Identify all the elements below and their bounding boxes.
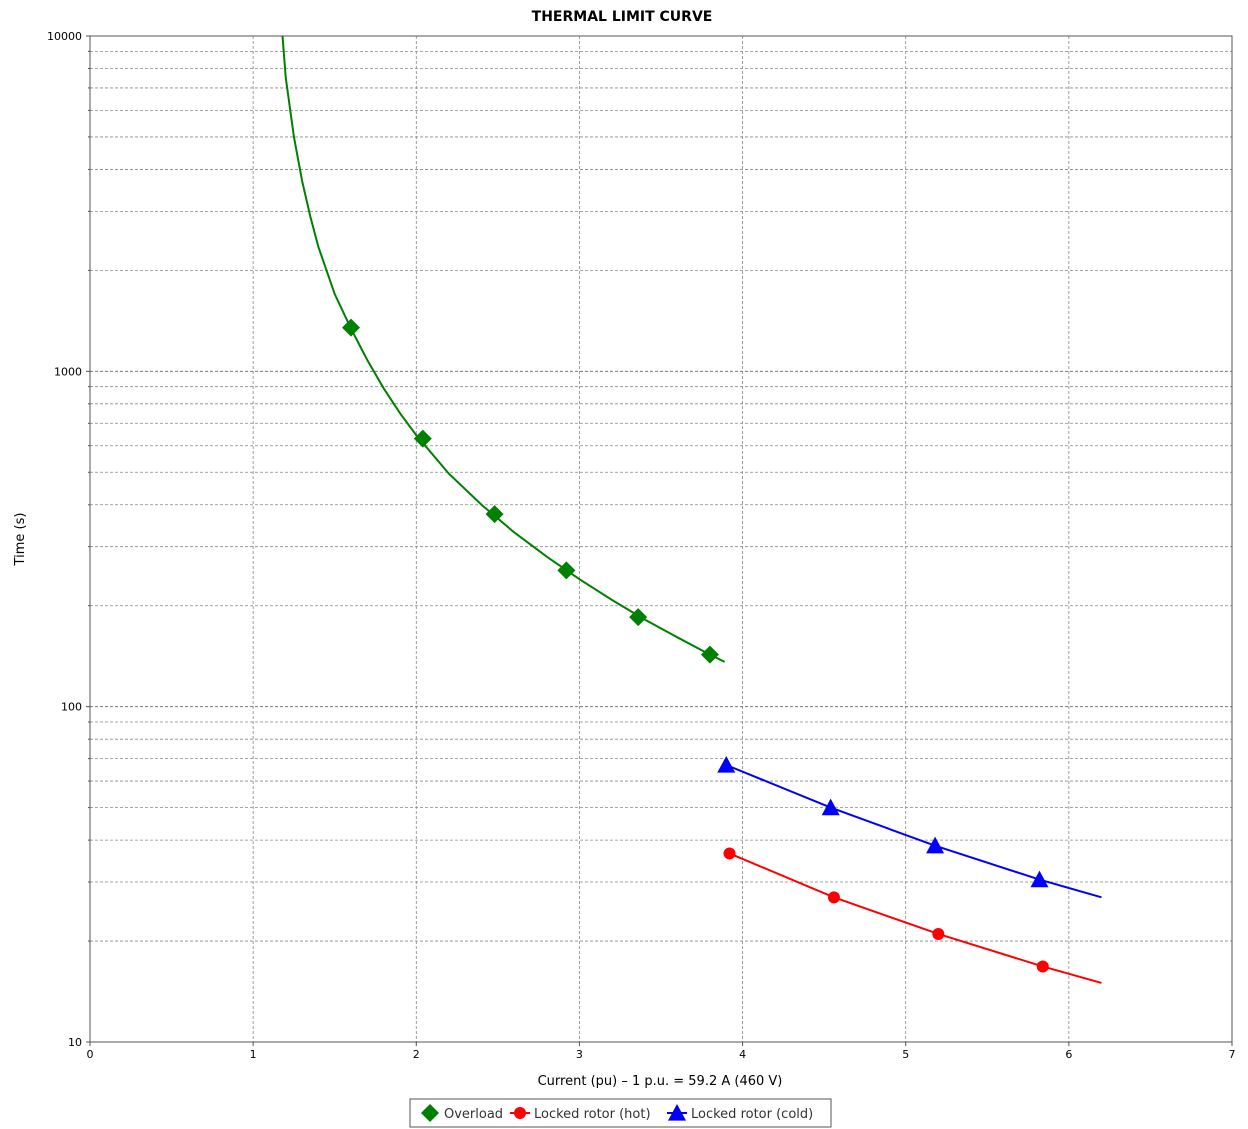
legend: Overload Locked rotor (hot) Locked rotor (…	[409, 1098, 832, 1128]
chart-title: THERMAL LIMIT CURVE	[532, 9, 713, 25]
legend-marker-overload	[421, 1104, 439, 1122]
series-line-locked-rotor-cold	[725, 764, 1102, 899]
data-point-locked-rotor-cold	[926, 836, 945, 854]
plot-frame	[89, 35, 1233, 1043]
data-point-overload	[413, 429, 432, 448]
grid-lines	[90, 36, 1232, 1042]
data-point-locked-rotor-hot	[723, 847, 736, 860]
data-point-locked-rotor-cold	[821, 798, 840, 816]
data-point-locked-rotor-hot	[827, 891, 840, 904]
legend-box	[409, 1098, 832, 1128]
series-locked-rotor-hot	[723, 847, 1102, 984]
series-locked-rotor-cold	[717, 755, 1102, 899]
data-point-locked-rotor-hot	[932, 927, 945, 940]
data-point-overload	[700, 645, 719, 664]
legend-label-locked-rotor-hot: Locked rotor (hot)	[534, 1107, 651, 1122]
legend-label-locked-rotor-cold: Locked rotor (cold)	[691, 1107, 813, 1122]
series-layer	[281, 35, 1102, 984]
x-tick-label: 5	[902, 1048, 909, 1061]
x-tick-label: 6	[1065, 1048, 1072, 1061]
series-overload	[281, 35, 726, 664]
x-tick-label: 4	[739, 1048, 746, 1061]
y-axis-label: Time (s)	[13, 513, 28, 567]
x-tick-label: 3	[576, 1048, 583, 1061]
legend-marker-locked-rotor-cold	[668, 1104, 686, 1121]
data-point-locked-rotor-hot	[1036, 960, 1049, 973]
axis-ticks: 0 1 2 3 4 5 6 7 10 100 1000 10000	[47, 30, 1236, 1061]
y-tick-label: 1000	[54, 365, 82, 378]
y-tick-label: 10000	[47, 30, 82, 43]
legend-item-locked-rotor-hot: Locked rotor (hot)	[510, 1107, 651, 1122]
y-tick-label: 10	[68, 1036, 82, 1049]
data-point-overload	[485, 505, 504, 524]
legend-item-locked-rotor-cold: Locked rotor (cold)	[667, 1104, 813, 1122]
x-axis-label: Current (pu) – 1 p.u. = 59.2 A (460 V)	[538, 1074, 783, 1089]
data-point-overload	[629, 608, 648, 627]
data-point-locked-rotor-cold	[717, 755, 736, 773]
data-point-locked-rotor-cold	[1030, 870, 1049, 888]
y-tick-label: 100	[61, 701, 82, 714]
x-tick-label: 7	[1229, 1048, 1236, 1061]
x-tick-label: 1	[250, 1048, 257, 1061]
x-tick-label: 2	[413, 1048, 420, 1061]
data-point-overload	[557, 561, 576, 580]
x-tick-label: 0	[87, 1048, 94, 1061]
legend-label-overload: Overload	[444, 1107, 503, 1122]
data-point-overload	[342, 318, 361, 337]
legend-marker-locked-rotor-hot	[514, 1107, 526, 1119]
series-line-overload	[281, 35, 726, 663]
legend-item-overload: Overload	[421, 1104, 503, 1122]
